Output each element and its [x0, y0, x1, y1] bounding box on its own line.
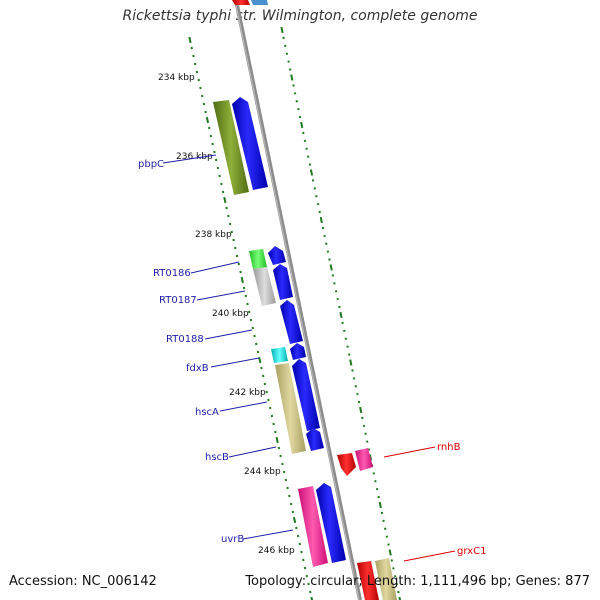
tick-major: [205, 116, 210, 124]
gene-blue-cds-6[interactable]: [316, 483, 346, 563]
gene-fdxB-feature: [271, 347, 288, 363]
gene-RT0186-feature: [249, 249, 267, 269]
tick-minor: [384, 527, 387, 530]
ruler-label-236: 236 kbp: [176, 152, 213, 162]
gene-blue-cds-1[interactable]: [232, 97, 268, 190]
tick-minor: [263, 382, 267, 386]
gene-grxC1-khaki-feature: [375, 558, 397, 600]
tick-major: [329, 264, 333, 271]
backbone-highlight: [234, 0, 360, 600]
gene-blue-cds-5[interactable]: [292, 359, 320, 431]
left-leader-lines: [162, 154, 294, 540]
tick-major: [280, 26, 284, 34]
tick-major: [309, 169, 314, 176]
gene-RT0187-feature: [253, 267, 276, 306]
gene-blue-cds-4[interactable]: [290, 343, 306, 360]
gene-uvrB-feature: [298, 486, 328, 567]
gene-label-grxC1[interactable]: grxC1: [457, 546, 486, 557]
tick-minor: [211, 142, 214, 146]
tick-minor: [288, 494, 291, 498]
gene-blue-cds-3[interactable]: [273, 264, 293, 300]
tick-major: [275, 436, 279, 444]
gene-hscA-feature: [275, 363, 306, 454]
tick-minor: [239, 270, 242, 274]
gene-RT0188-feature[interactable]: [280, 300, 303, 344]
tick-minor: [251, 326, 254, 330]
ruler-label-246: 246 kbp: [258, 546, 295, 556]
tick-major: [223, 196, 227, 204]
accession-text: Accession: NC_006142: [9, 574, 157, 589]
tick-major: [339, 311, 343, 319]
gene-pbpC-feature: [213, 100, 249, 195]
tick-minor: [296, 534, 300, 538]
tick-minor: [295, 100, 298, 103]
left-tick-track: [188, 36, 314, 600]
tick-minor: [214, 158, 218, 162]
tick-major: [258, 356, 262, 364]
tick-minor: [284, 478, 288, 482]
tick-minor: [190, 46, 193, 50]
tick-minor: [300, 550, 303, 554]
ruler-label-238: 238 kbp: [195, 230, 232, 240]
tick-minor: [199, 86, 202, 90]
gene-label-hscB[interactable]: hscB: [205, 452, 229, 463]
gene-label-RT0186[interactable]: RT0186: [153, 268, 191, 279]
tick-major: [310, 596, 314, 600]
tick-minor: [202, 102, 206, 106]
backbone-line: [234, 0, 362, 600]
ruler-label-244: 244 kbp: [244, 467, 281, 477]
gene-label-hscA[interactable]: hscA: [195, 407, 219, 418]
genome-summary-text: Topology: circular; Length: 1,111,496 bp…: [245, 574, 590, 589]
gene-hscB-feature[interactable]: [306, 428, 324, 451]
tick-minor: [227, 214, 230, 218]
tick-minor: [325, 242, 328, 245]
right-leader-lines: [383, 446, 456, 562]
tick-major: [319, 216, 323, 224]
tick-major: [359, 406, 363, 414]
ruler-label-234: 234 kbp: [158, 73, 195, 83]
ruler-label-242: 242 kbp: [229, 388, 266, 398]
tick-minor: [260, 366, 263, 370]
tick-major: [300, 121, 304, 129]
gene-rnhB-feature: [337, 453, 356, 476]
tick-minor: [309, 590, 312, 594]
gene-blue-cds-2[interactable]: [268, 246, 286, 265]
ruler-label-240: 240 kbp: [212, 309, 249, 319]
top-blue-feature: [251, 0, 268, 5]
gene-pink-cds-right: [355, 448, 373, 471]
gene-label-RT0188[interactable]: RT0188: [166, 334, 204, 345]
tick-major: [188, 36, 192, 44]
tick-minor: [235, 254, 239, 258]
gene-label-uvrB[interactable]: uvrB: [221, 534, 244, 545]
tick-major: [398, 596, 402, 600]
tick-major: [290, 74, 294, 81]
tick-major: [240, 276, 244, 284]
gene-label-fdxB[interactable]: fdxB: [186, 363, 209, 374]
gene-label-RT0187[interactable]: RT0187: [159, 295, 197, 306]
tick-minor: [272, 422, 275, 426]
gene-label-pbpC[interactable]: pbpC: [138, 159, 164, 170]
map-title: Rickettsia typhi str. Wilmington, comple…: [122, 8, 478, 24]
right-tick-track: [280, 26, 402, 600]
tick-major: [388, 549, 392, 556]
gene-label-rnhB[interactable]: rnhB: [437, 442, 461, 453]
tick-major: [349, 359, 353, 366]
tick-minor: [248, 310, 251, 314]
gene-grxC1-red-feature: [357, 561, 379, 600]
top-red-feature: [232, 0, 250, 5]
tick-minor: [354, 385, 357, 388]
tick-major: [292, 516, 297, 524]
tick-major: [378, 501, 382, 509]
